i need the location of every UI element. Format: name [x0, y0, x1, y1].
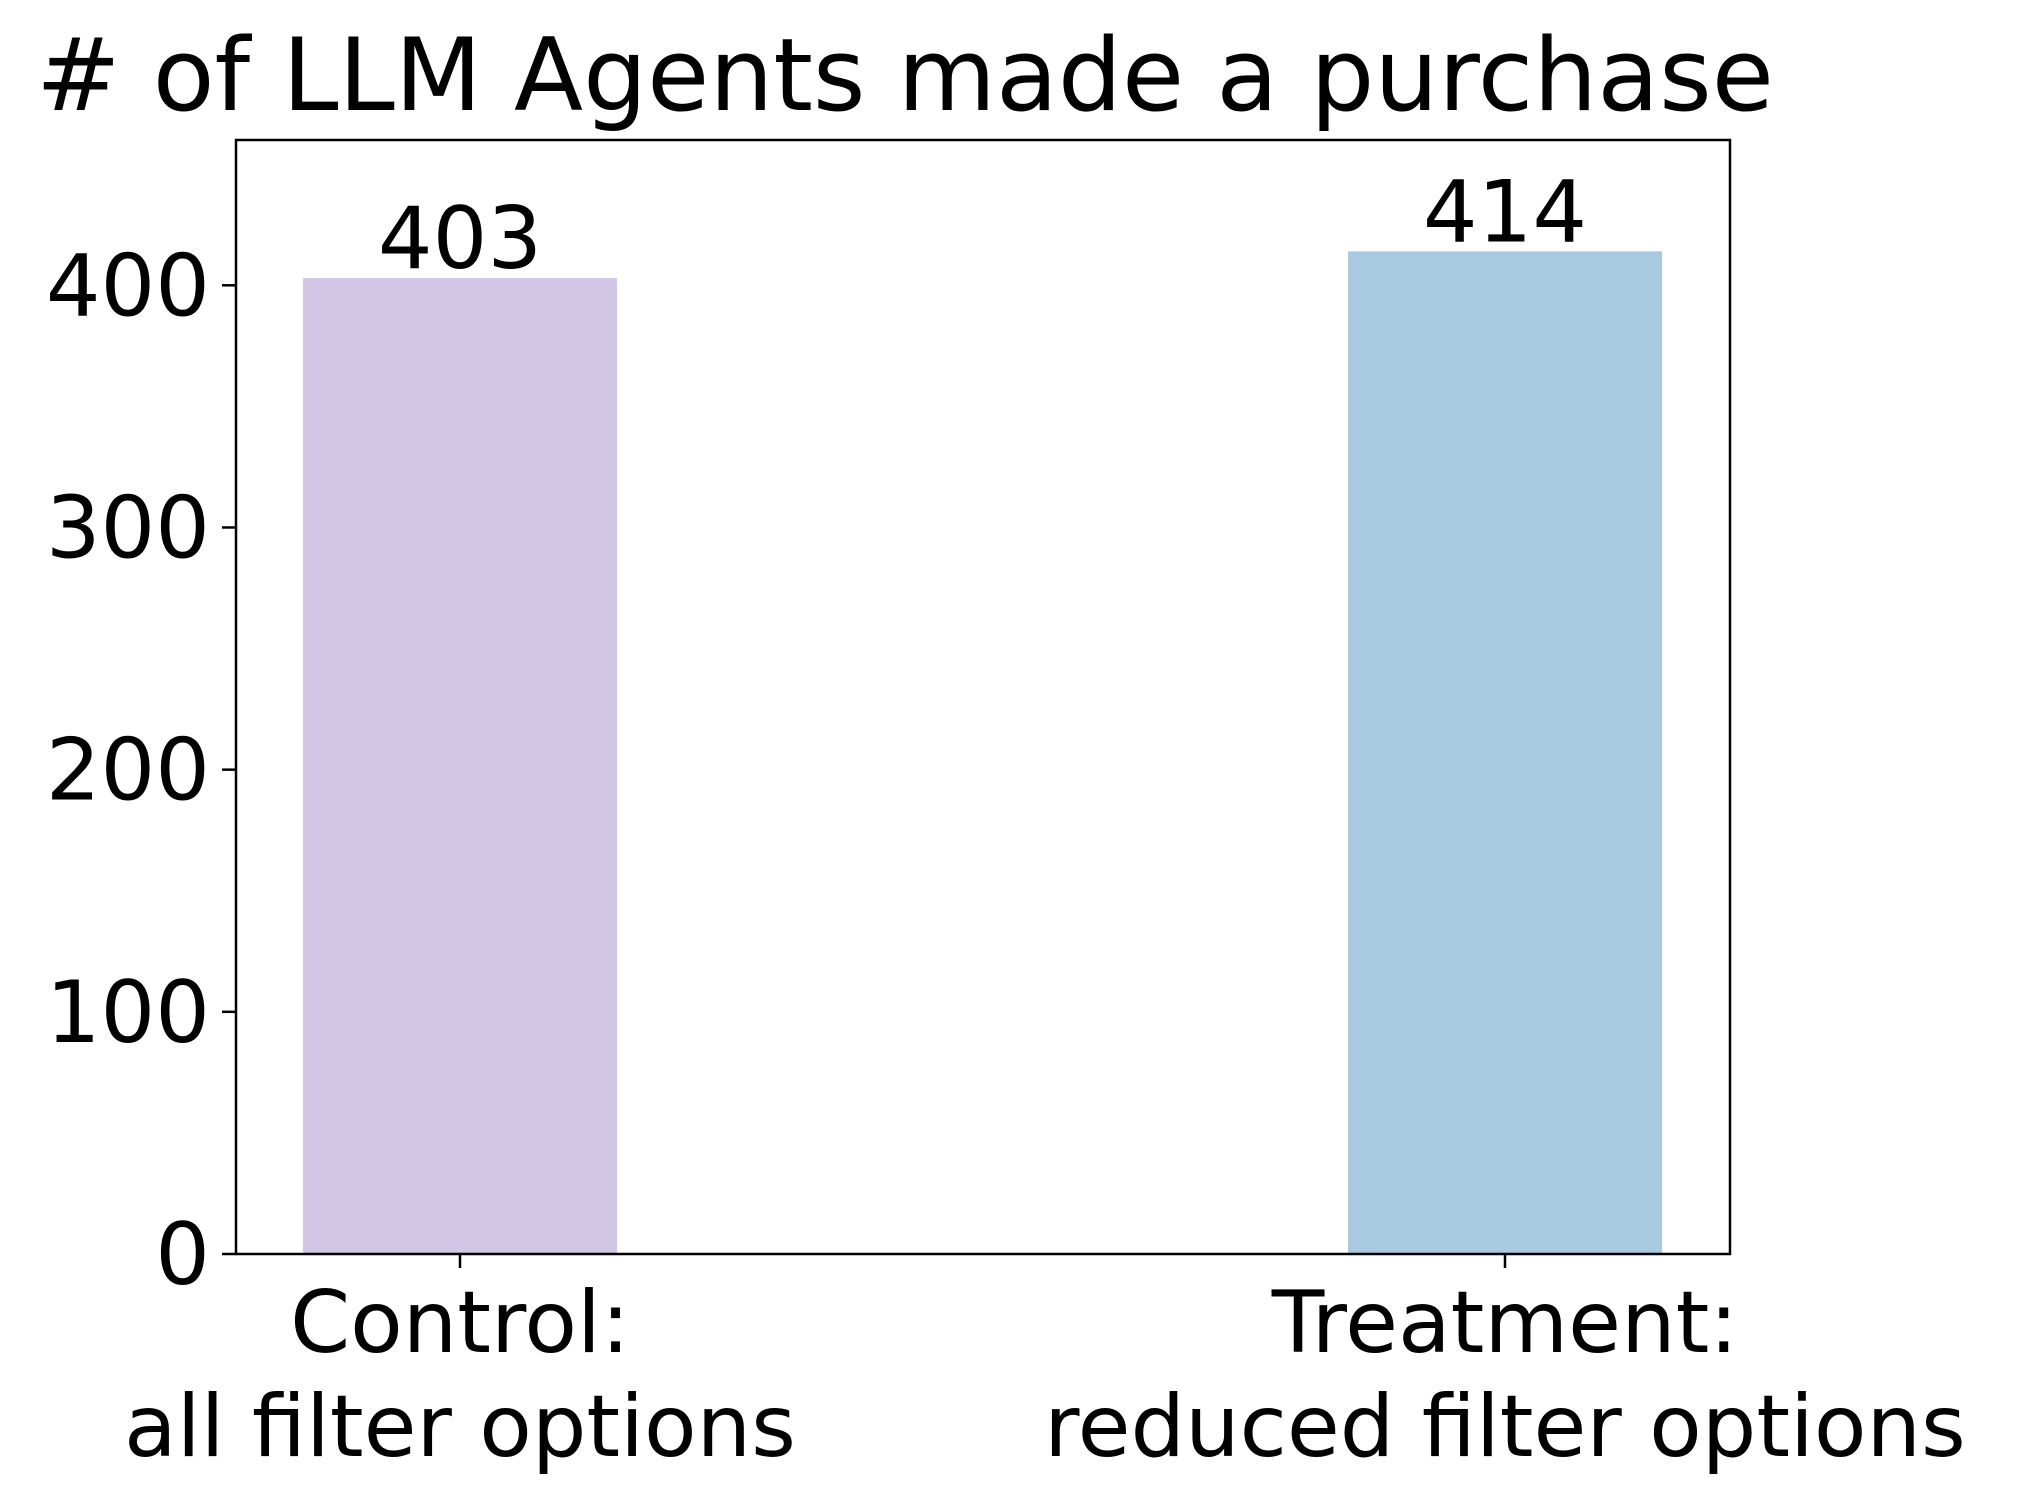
y-tick-label-3: 300 — [46, 478, 210, 578]
plot-frame — [234, 138, 1732, 1256]
chart-title: # of LLM Agents made a purchase — [36, 16, 1774, 134]
x-tick-label-line-0-1: all filter options — [124, 1377, 796, 1477]
y-tick-label-2: 200 — [46, 721, 210, 821]
x-tick-label-line-0-0: Control: — [290, 1273, 630, 1373]
data-label-0: 403 — [378, 189, 542, 289]
y-tick-label-4: 400 — [46, 236, 210, 336]
y-tick-label-1: 100 — [46, 963, 210, 1063]
axes-layer — [222, 138, 1732, 1268]
bar-0 — [303, 278, 617, 1254]
y-tick-label-0: 0 — [155, 1205, 210, 1305]
labels-layer: 403 414 0 100 200 300 400 Control: all filter op… — [46, 162, 1966, 1477]
x-tick-label-line-1-0: Treatment: — [1271, 1273, 1739, 1373]
data-label-1: 414 — [1423, 162, 1587, 262]
x-tick-label-line-1-1: reduced filter options — [1044, 1377, 1966, 1477]
bar-1 — [1348, 251, 1662, 1254]
x-tick-label-0: Control: all filter options — [124, 1273, 796, 1477]
bars-layer — [303, 251, 1662, 1254]
x-tick-label-1: Treatment: reduced filter options — [1044, 1273, 1966, 1477]
